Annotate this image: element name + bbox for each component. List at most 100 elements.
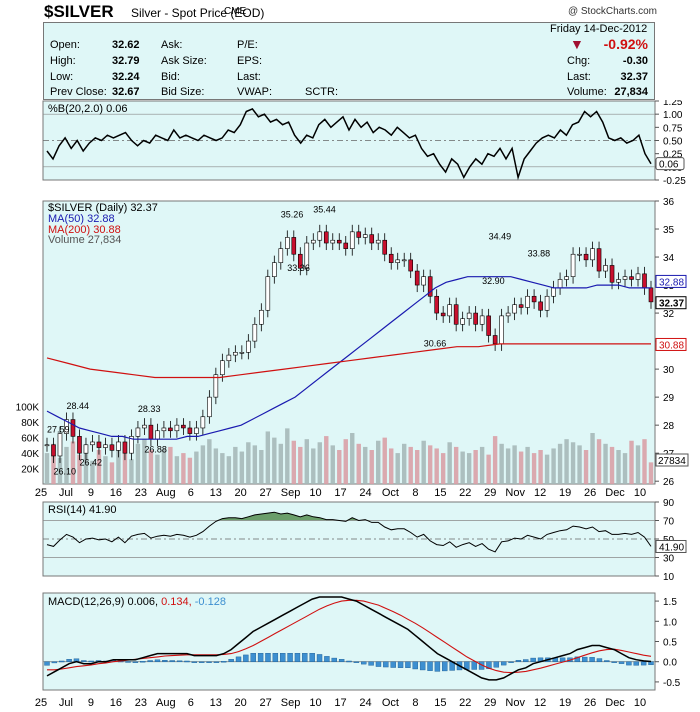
- macd-histogram-bar: [147, 660, 153, 662]
- macd-histogram-bar: [132, 661, 139, 663]
- candle-body: [174, 424, 180, 432]
- top-x-label-21: 19: [559, 487, 571, 499]
- volume-bar: [557, 443, 563, 484]
- macd-histogram-bar: [169, 660, 175, 662]
- candle-body: [116, 441, 121, 451]
- candle-body: [603, 265, 608, 272]
- rsi-tick-label-4: 10: [663, 572, 675, 583]
- copyright[interactable]: @ StockCharts.com: [567, 6, 657, 17]
- macd-histogram-bar: [198, 661, 205, 663]
- volume-bar: [259, 450, 264, 484]
- macd-histogram-bar: [272, 653, 279, 662]
- macd-tick-label-1: 1.0: [663, 617, 677, 628]
- volume-bar: [148, 450, 154, 484]
- candle-body: [596, 248, 602, 272]
- quote-date: Friday 14-Dec-2012: [550, 23, 648, 35]
- volume-bar: [551, 448, 556, 484]
- candle-body: [369, 234, 375, 244]
- macd-histogram-bar: [648, 661, 654, 666]
- candle-body: [460, 318, 465, 325]
- candle-body: [194, 427, 199, 434]
- volume-bar: [213, 448, 219, 484]
- volume-bar: [473, 450, 478, 484]
- eps-label: EPS:: [237, 55, 263, 67]
- candle-body: [512, 304, 517, 314]
- volume-bar: [285, 428, 290, 484]
- top-x-label-8: 20: [235, 487, 247, 499]
- macd-histogram-bar: [390, 661, 396, 668]
- rsi-label: RSI(14) 41.90: [48, 504, 116, 516]
- price-tick-label-2: 34: [663, 253, 675, 264]
- bottom-x-label-13: 24: [359, 697, 371, 709]
- vwap-label: VWAP:: [237, 86, 273, 98]
- candle-body: [609, 265, 615, 283]
- candle-body: [414, 270, 420, 286]
- bottom-x-label-20: 12: [534, 697, 546, 709]
- top-x-label-20: 12: [534, 487, 546, 499]
- macd-histogram-bar: [66, 659, 72, 662]
- candle-body: [168, 427, 173, 432]
- volume-bar: [116, 448, 121, 484]
- candle-body: [492, 335, 498, 345]
- macd-histogram-bar: [523, 659, 529, 662]
- top-x-label-12: 17: [334, 487, 346, 499]
- symbol-name: Silver - Spot Price (EOD): [131, 6, 265, 20]
- volume-bar: [233, 446, 238, 484]
- volume-bar: [531, 453, 537, 484]
- volume-bar: [90, 460, 95, 484]
- candle-body: [486, 315, 491, 336]
- volume-bar: [414, 450, 420, 484]
- bottom-x-label-11: 10: [309, 697, 321, 709]
- macd-histogram-bar: [206, 661, 212, 663]
- candle-body: [447, 304, 452, 317]
- price-last-box: [655, 296, 687, 310]
- macd-histogram-bar: [412, 661, 418, 670]
- top-x-label-1: Jul: [59, 487, 73, 499]
- volume-bar: [518, 451, 524, 484]
- macd-histogram-bar: [302, 653, 308, 662]
- candle-body: [155, 430, 160, 440]
- volume-bar: [395, 453, 400, 484]
- macd-histogram-bar: [493, 661, 500, 668]
- chart-area: 1.251.000.750.500.250.00-0.25%B(20,2.0) …: [16, 100, 689, 709]
- candle-body: [343, 242, 349, 249]
- candle-body: [90, 441, 95, 446]
- bottom-x-label-22: 26: [584, 697, 596, 709]
- candle-body: [304, 242, 310, 269]
- price-tick-label-10: 26: [663, 477, 675, 488]
- candle-body: [349, 231, 355, 249]
- candle-body: [395, 259, 401, 263]
- top-x-label-6: 6: [188, 487, 194, 499]
- candle-body: [70, 419, 76, 437]
- volume-bar: [492, 436, 498, 484]
- top-x-label-11: 10: [309, 487, 321, 499]
- volume-bar: [77, 454, 82, 484]
- macd-label-signal: 0.134,: [161, 596, 195, 608]
- macd-histogram-bar: [81, 660, 87, 662]
- candle-body: [310, 239, 316, 244]
- candle-body: [336, 239, 342, 244]
- macd-label-value: MACD(12,26,9) 0.006,: [48, 596, 161, 608]
- volume-bar: [635, 445, 641, 484]
- volume-bar: [603, 443, 608, 484]
- macd-histogram-bar: [235, 656, 242, 662]
- prev-close-label: Prev Close:: [50, 86, 107, 98]
- bid-label: Bid:: [161, 71, 180, 83]
- price-annotation-6: 35.26: [281, 210, 304, 220]
- sctr-label: SCTR:: [305, 86, 338, 98]
- macd-histogram-bar: [228, 659, 234, 662]
- candle-body: [148, 424, 154, 440]
- volume-bar: [570, 442, 576, 484]
- volume-bar: [239, 451, 245, 484]
- candle-body: [440, 312, 446, 317]
- candle-body: [233, 352, 238, 356]
- volume-axis-label-3: 40K: [21, 449, 39, 460]
- price-annotation-10: 32.90: [482, 276, 505, 286]
- price-last-value: 32.37: [659, 299, 684, 310]
- price-annotation-0: 27.59: [47, 425, 70, 435]
- volume-bar: [648, 462, 654, 484]
- volume-bar: [44, 453, 50, 484]
- macd-histogram-bar: [250, 653, 256, 662]
- volume-bar: [363, 446, 368, 484]
- volume-bar: [402, 443, 407, 484]
